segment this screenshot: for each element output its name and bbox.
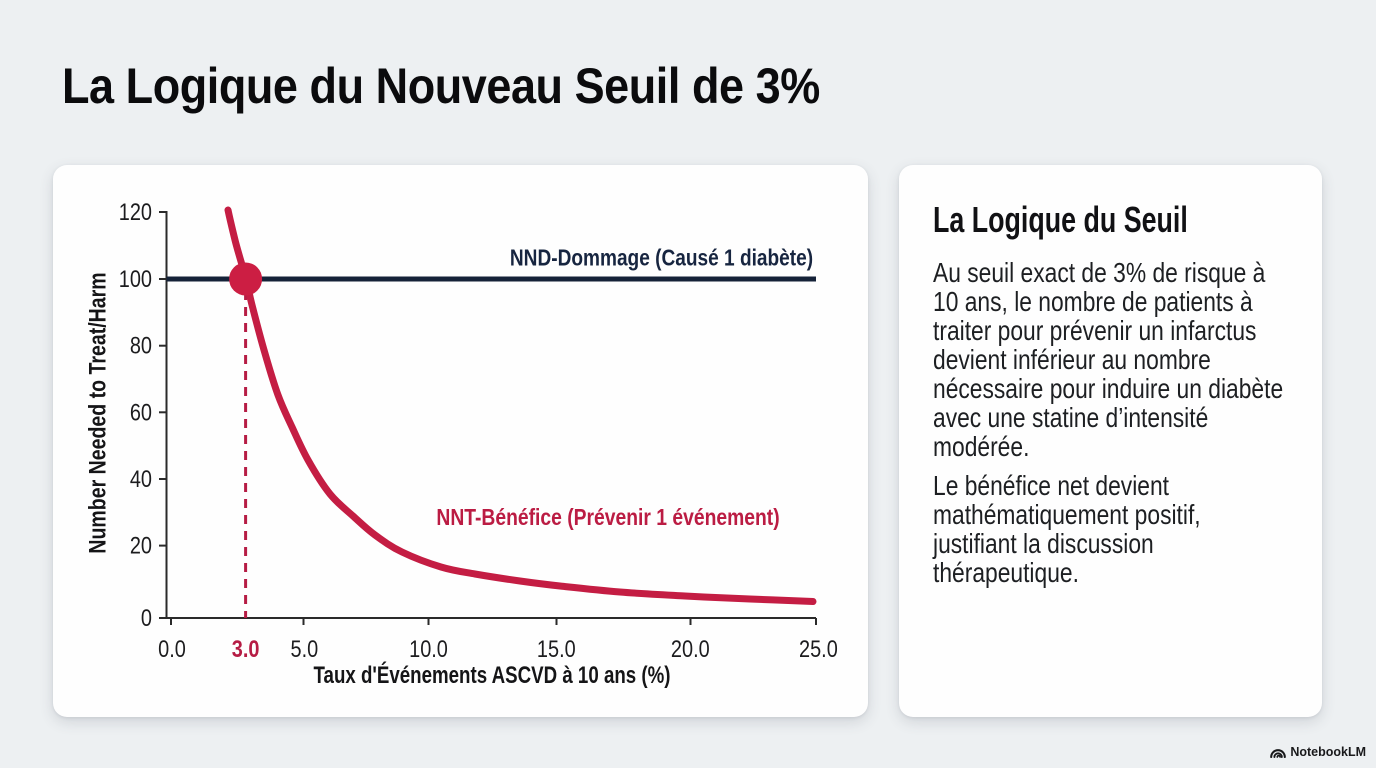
svg-text:40: 40: [130, 465, 152, 492]
svg-text:15.0: 15.0: [537, 635, 576, 662]
svg-text:25.0: 25.0: [799, 635, 838, 662]
svg-text:5.0: 5.0: [291, 635, 319, 662]
svg-text:NNT-Bénéfice (Prévenir 1 événe: NNT-Bénéfice (Prévenir 1 événement): [436, 506, 779, 531]
svg-text:60: 60: [130, 399, 152, 426]
svg-text:100: 100: [119, 265, 152, 292]
svg-text:20.0: 20.0: [671, 635, 710, 662]
svg-text:Number Needed to Treat/Harm: Number Needed to Treat/Harm: [84, 272, 111, 553]
svg-text:20: 20: [130, 532, 152, 559]
svg-text:3.0: 3.0: [232, 635, 260, 662]
svg-text:0.0: 0.0: [158, 635, 186, 662]
svg-text:Taux d'Événements ASCVD à 10 a: Taux d'Événements ASCVD à 10 ans (%): [313, 661, 670, 689]
svg-text:120: 120: [119, 198, 152, 225]
svg-text:NND-Dommage (Causé 1 diabète): NND-Dommage (Causé 1 diabète): [510, 246, 813, 271]
svg-text:10.0: 10.0: [409, 635, 448, 662]
svg-text:0: 0: [141, 604, 152, 631]
svg-text:80: 80: [130, 332, 152, 359]
